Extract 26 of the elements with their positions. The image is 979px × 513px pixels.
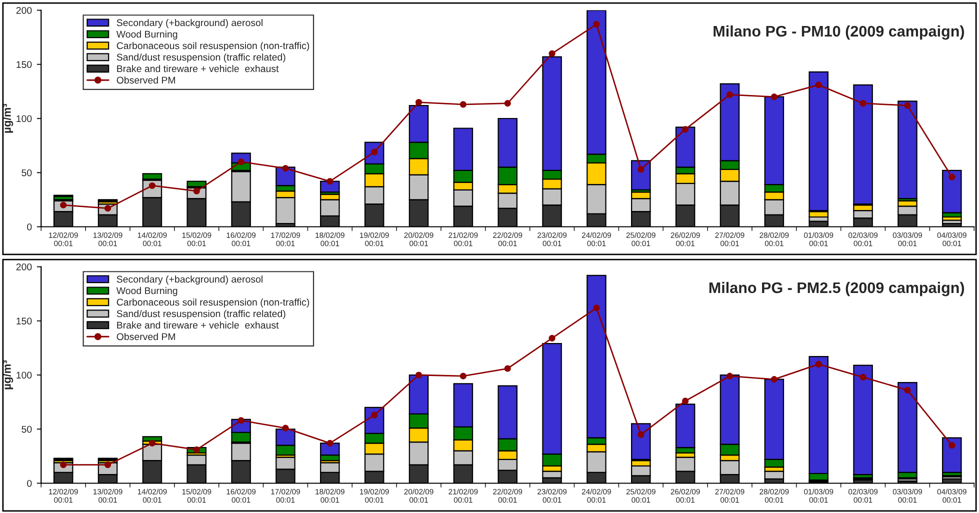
legend-label: Sand/dust resuspension (traffic related) [116, 310, 286, 320]
y-tick-label: 100 [16, 115, 32, 122]
legend-label: Secondary (+background) aerosol [116, 19, 262, 28]
legend-label: Observed PM [116, 332, 175, 340]
text: Milano PG - PM10 (2009 campaign) [714, 25, 964, 40]
y-tick-label: 200 [16, 263, 32, 270]
legend-label: Observed PM [116, 76, 175, 84]
y-axis-title: µg/m³ [2, 104, 14, 133]
y-tick-label: 50 [22, 169, 32, 176]
legend-label: Brake and tireware + vehicle exhaust [117, 321, 279, 329]
legend-label: Carbonaceous soil resuspension (non-traffic) [116, 42, 310, 52]
y-tick-label: 0 [27, 480, 32, 487]
y-axis-title: µg/m³ [2, 360, 14, 390]
y-tick-label: 150 [16, 61, 32, 68]
legend-label: Wood Burning [116, 287, 178, 296]
legend-label: Carbonaceous soil resuspension (non-traffic) [116, 298, 310, 308]
legend-label: Brake and tireware + vehicle exhaust [117, 64, 279, 72]
legend-label: Sand/dust resuspension (traffic related) [116, 53, 286, 63]
y-tick-label: 150 [16, 318, 32, 324]
legend-label: Wood Burning [116, 30, 178, 40]
y-tick-label: 200 [16, 6, 32, 14]
y-tick-label: 0 [27, 223, 32, 230]
legend-label: Secondary (+background) aerosol [116, 276, 262, 285]
text: Milano PG - PM2.5 (2009 campaign) [709, 282, 964, 296]
y-tick-label: 100 [16, 372, 32, 379]
y-tick-label: 50 [22, 426, 32, 433]
